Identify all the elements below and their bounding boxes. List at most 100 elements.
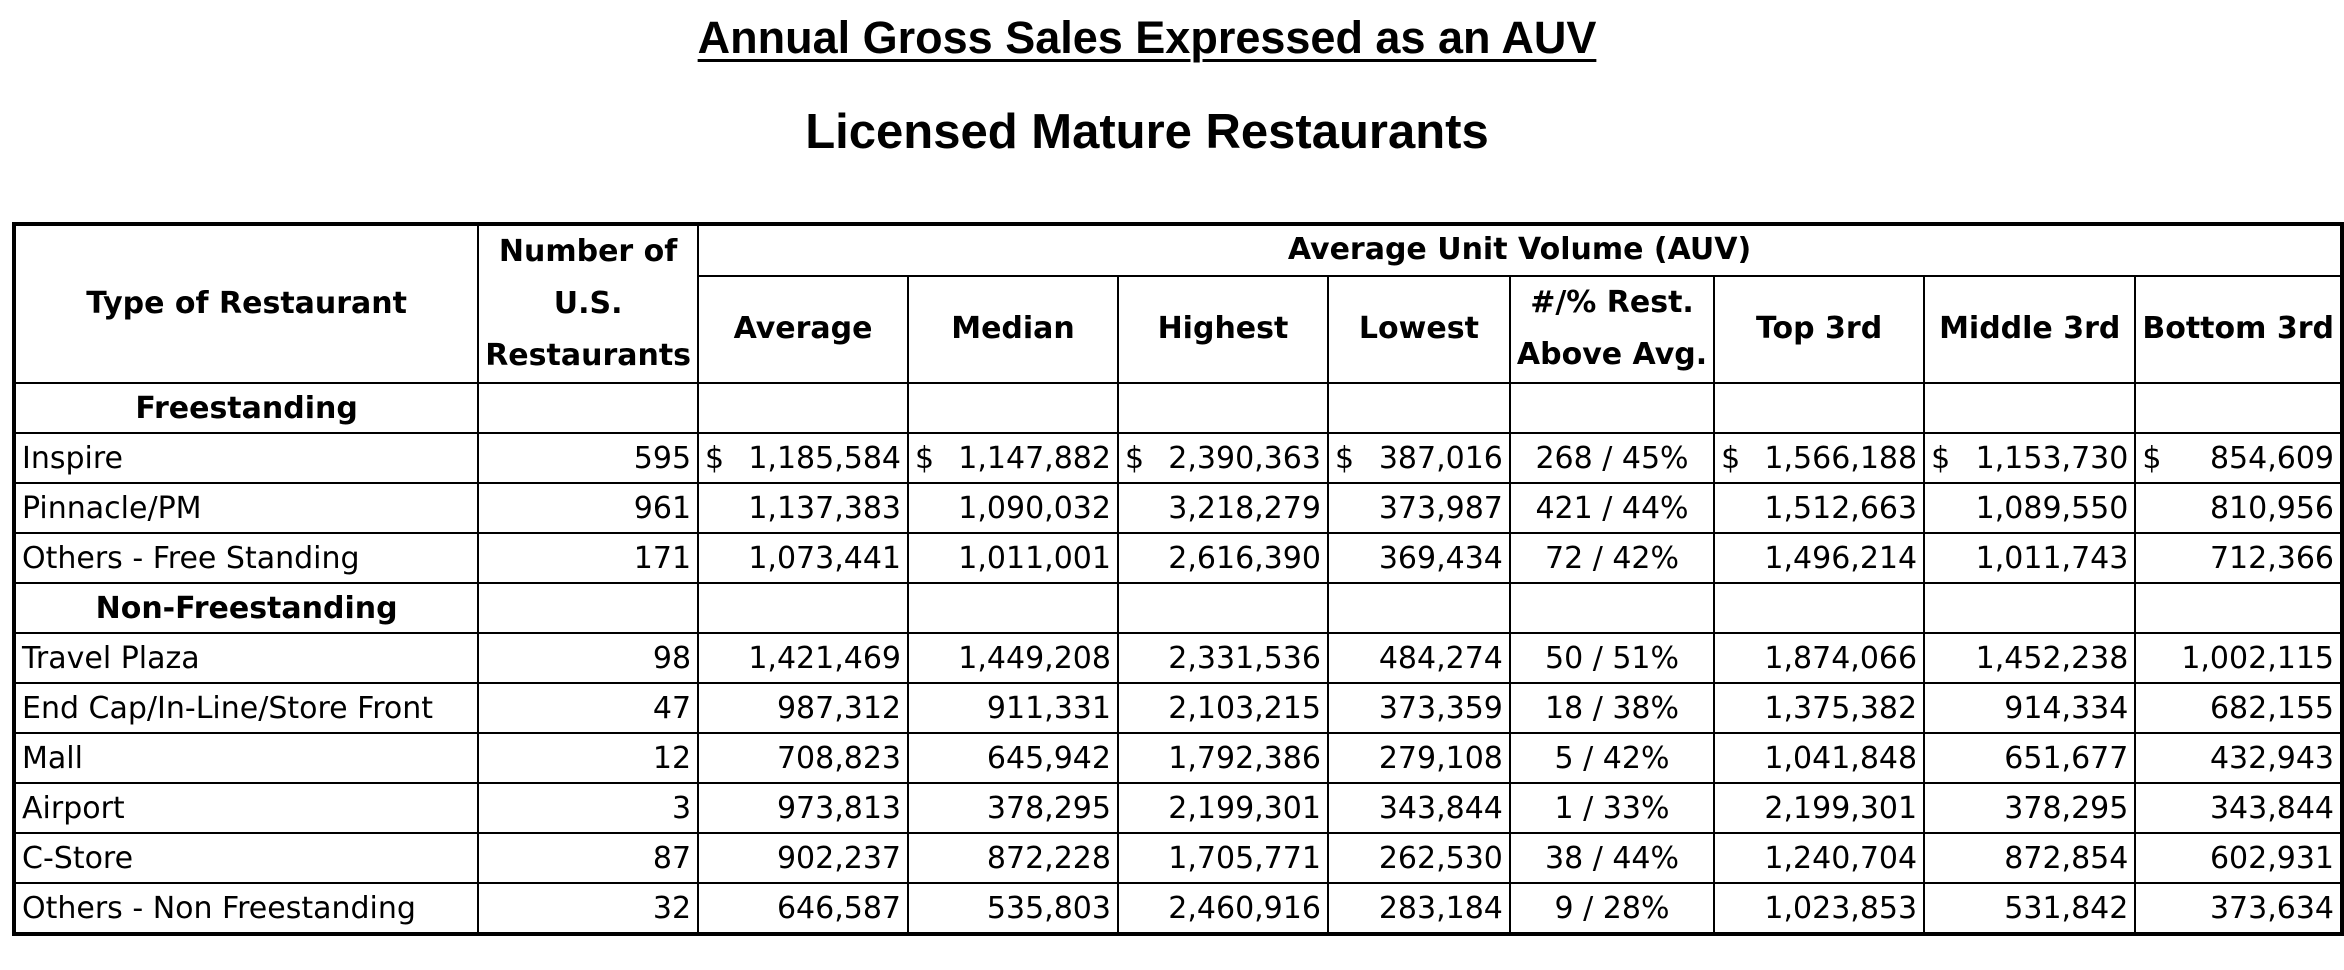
cell-highest: 2,331,536 (1116, 632, 1329, 684)
currency-symbol: $ (915, 440, 935, 476)
restaurant-count: 3 (477, 782, 700, 834)
cell-top: 2,199,301 (1713, 782, 1926, 834)
cell-highest: 1,792,386 (1116, 732, 1329, 784)
restaurant-type: Inspire (12, 432, 480, 484)
cell-middle: 651,677 (1923, 732, 2137, 784)
header-median: Median (907, 274, 1119, 385)
cell-median: 1,090,032 (907, 482, 1119, 534)
cell-middle: 1,452,238 (1923, 632, 2137, 684)
section-label: Freestanding (12, 382, 480, 434)
cell-bottom: 602,931 (2134, 832, 2343, 884)
cell-middle: $1,153,730 (1923, 432, 2137, 484)
restaurant-type: Mall (12, 732, 480, 784)
restaurant-count: 961 (477, 482, 700, 534)
cell-value: 1,153,730 (1975, 440, 2129, 476)
cell-value: 2,390,363 (1168, 440, 1321, 476)
table-row: Others - Free Standing 171 1,073,441 1,011,… (12, 532, 2343, 584)
cell-median: 1,449,208 (907, 632, 1119, 684)
section-label: Non-Freestanding (12, 582, 480, 634)
currency-symbol: $ (1721, 440, 1741, 476)
cell-highest: 2,103,215 (1116, 682, 1329, 734)
cell-highest: 3,218,279 (1116, 482, 1329, 534)
header-auv-group: Average Unit Volume (AUV) (697, 223, 2343, 277)
currency-symbol: $ (705, 440, 725, 476)
table-row: Inspire 595 $1,185,584 $1,147,882 $2,390,363… (12, 432, 2343, 484)
empty-cell (1923, 582, 2137, 634)
header-count-line3: Restaurants (485, 338, 692, 373)
empty-cell (1116, 382, 1329, 434)
header-average: Average (697, 274, 910, 385)
empty-cell (907, 582, 1119, 634)
cell-above: 1 / 33% (1508, 782, 1716, 834)
cell-median: 1,011,001 (907, 532, 1119, 584)
cell-bottom: 682,155 (2134, 682, 2343, 734)
cell-above: 268 / 45% (1508, 432, 1716, 484)
empty-cell (1923, 382, 2137, 434)
empty-cell (1713, 582, 1926, 634)
empty-cell (1508, 382, 1716, 434)
cell-lowest: 279,108 (1326, 732, 1511, 784)
cell-bottom: 373,634 (2134, 882, 2343, 935)
table-row: Others - Non Freestanding 32 646,587 535,80… (12, 882, 2343, 935)
currency-symbol: $ (1931, 440, 1951, 476)
cell-bottom: 432,943 (2134, 732, 2343, 784)
empty-cell (477, 582, 700, 634)
cell-median: 535,803 (907, 882, 1119, 935)
cell-middle: 872,854 (1923, 832, 2137, 884)
currency-symbol: $ (1334, 440, 1355, 476)
currency-symbol: $ (2142, 440, 2162, 476)
cell-above: 72 / 42% (1508, 532, 1716, 584)
empty-cell (1326, 382, 1511, 434)
cell-value: 1,185,584 (748, 440, 902, 476)
empty-cell (1326, 582, 1511, 634)
empty-cell (1508, 582, 1716, 634)
restaurant-count: 12 (477, 732, 700, 784)
report-subtitle: Licensed Mature Restaurants (805, 105, 1489, 159)
cell-median: $1,147,882 (907, 432, 1119, 484)
cell-highest: 2,616,390 (1116, 532, 1329, 584)
cell-value: 387,016 (1378, 440, 1503, 476)
cell-middle: 1,011,743 (1923, 532, 2137, 584)
cell-highest: 1,705,771 (1116, 832, 1329, 884)
table-row: Pinnacle/PM 961 1,137,383 1,090,032 3,218,27… (12, 482, 2343, 534)
restaurant-count: 595 (477, 432, 700, 484)
cell-median: 645,942 (907, 732, 1119, 784)
cell-highest: 2,199,301 (1116, 782, 1329, 834)
header-count-line2: U.S. (553, 286, 623, 321)
cell-top: 1,512,663 (1713, 482, 1926, 534)
cell-above: 5 / 42% (1508, 732, 1716, 784)
header-count: Number of U.S. Restaurants (477, 223, 700, 384)
table-body: Freestanding Inspire 595 $1,185,584 $1,147,8… (12, 382, 2343, 935)
cell-lowest: 369,434 (1326, 532, 1511, 584)
table-row: Mall 12 708,823 645,942 1,792,386 279,108 5 / … (12, 732, 2343, 784)
cell-middle: 1,089,550 (1923, 482, 2137, 534)
currency-symbol: $ (1124, 440, 1145, 476)
empty-cell (1116, 582, 1329, 634)
header-highest: Highest (1116, 274, 1329, 385)
cell-top: $1,566,188 (1713, 432, 1926, 484)
restaurant-type: Airport (12, 782, 480, 834)
empty-cell (697, 382, 910, 434)
table-row: Travel Plaza 98 1,421,469 1,449,208 2,331,53… (12, 632, 2343, 684)
restaurant-count: 98 (477, 632, 700, 684)
header-bottom-third: Bottom 3rd (2134, 274, 2343, 385)
cell-value: 1,147,882 (958, 440, 1111, 476)
cell-lowest: 373,359 (1326, 682, 1511, 734)
restaurant-count: 87 (477, 832, 700, 884)
cell-value: 854,609 (2209, 440, 2334, 476)
cell-top: 1,874,066 (1713, 632, 1926, 684)
restaurant-type: Others - Non Freestanding (12, 882, 480, 935)
header-top-third: Top 3rd (1713, 274, 1926, 385)
cell-above: 18 / 38% (1508, 682, 1716, 734)
report-title: Annual Gross Sales Expressed as an AUV (697, 12, 1597, 63)
cell-above: 38 / 44% (1508, 832, 1716, 884)
cell-bottom: 712,366 (2134, 532, 2343, 584)
cell-highest: $2,390,363 (1116, 432, 1329, 484)
cell-top: 1,240,704 (1713, 832, 1926, 884)
restaurant-type: Pinnacle/PM (12, 482, 480, 534)
cell-average: 1,421,469 (697, 632, 910, 684)
cell-top: 1,375,382 (1713, 682, 1926, 734)
cell-lowest: 373,987 (1326, 482, 1511, 534)
header-count-line1: Number of (498, 234, 678, 269)
section-row: Non-Freestanding (12, 582, 2343, 634)
